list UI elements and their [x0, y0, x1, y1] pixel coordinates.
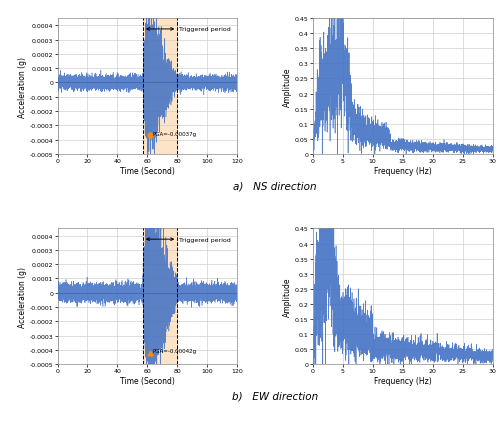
Bar — [143, 19, 178, 155]
Text: b)   EW direction: b) EW direction — [232, 391, 318, 400]
X-axis label: Frequency (Hz): Frequency (Hz) — [374, 167, 432, 176]
X-axis label: Time (Second): Time (Second) — [120, 167, 175, 176]
Bar — [143, 229, 178, 364]
Text: Triggered period: Triggered period — [179, 27, 231, 32]
Text: Triggered period: Triggered period — [179, 237, 231, 242]
Y-axis label: Amplitude: Amplitude — [283, 277, 292, 316]
Y-axis label: Amplitude: Amplitude — [283, 67, 292, 106]
Text: PGA=-0.00042g: PGA=-0.00042g — [152, 348, 196, 354]
X-axis label: Time (Second): Time (Second) — [120, 376, 175, 385]
Y-axis label: Acceleration (g): Acceleration (g) — [18, 266, 27, 327]
X-axis label: Frequency (Hz): Frequency (Hz) — [374, 376, 432, 385]
Text: PGA=-0.00037g: PGA=-0.00037g — [152, 132, 196, 137]
Y-axis label: Acceleration (g): Acceleration (g) — [18, 56, 27, 117]
Text: a)   NS direction: a) NS direction — [233, 181, 317, 191]
